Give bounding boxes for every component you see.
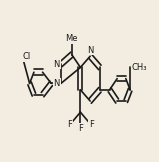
Text: N: N (87, 46, 93, 55)
Text: F: F (89, 121, 94, 129)
Text: N: N (53, 60, 60, 69)
Text: CH₃: CH₃ (131, 63, 147, 72)
Text: Cl: Cl (22, 52, 30, 61)
Text: N: N (53, 79, 60, 88)
Text: F: F (78, 124, 83, 133)
Text: Me: Me (66, 34, 78, 43)
Text: F: F (67, 121, 72, 129)
